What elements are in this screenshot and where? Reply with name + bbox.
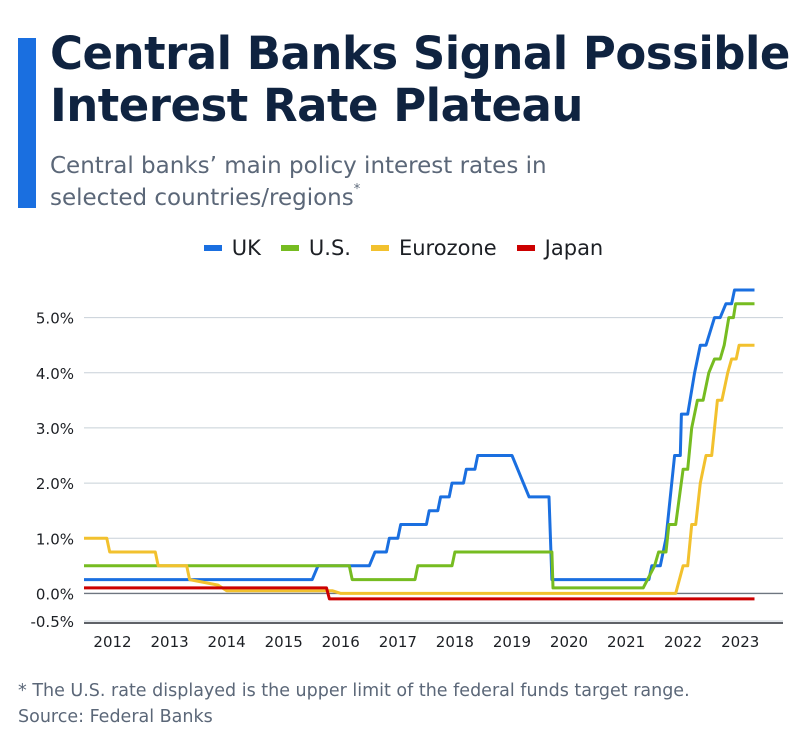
x-tick-label: 2014 (208, 633, 246, 651)
legend-item-eurozone: Eurozone (370, 236, 497, 260)
y-tick-label: 0.0% (36, 585, 74, 603)
legend-label-eurozone: Eurozone (398, 236, 497, 260)
x-tick-label: 2019 (493, 633, 531, 651)
y-tick-label: 4.0% (36, 365, 74, 383)
series-line-eurozone (84, 343, 755, 595)
title-accent-bar (18, 38, 36, 208)
line-chart: -0.5% 0.0% 1.0% 2.0% 3.0% 4.0% 5.0% 2012 2013 201… (30, 288, 783, 651)
chart-title: Central Banks Signal Possible Interest R… (50, 27, 790, 132)
x-tick-label: 2012 (93, 633, 131, 651)
x-tick-label: 2018 (436, 633, 474, 651)
subtitle-footnote-marker: * (353, 182, 361, 197)
chart-footnote: * The U.S. rate displayed is the upper l… (18, 678, 690, 730)
legend-swatch-eurozone (370, 245, 389, 251)
legend-label-japan: Japan (544, 236, 604, 260)
legend-swatch-japan (516, 245, 535, 251)
subtitle-text: Central banks’ main policy interest rate… (50, 153, 547, 211)
x-tick-label: 2023 (721, 633, 759, 651)
footnote-note: * The U.S. rate displayed is the upper l… (18, 681, 690, 701)
footnote-source: Source: Federal Banks (18, 707, 213, 727)
x-tick-label: 2015 (265, 633, 303, 651)
chart-subtitle: Central banks’ main policy interest rate… (50, 150, 650, 214)
series-line-us (84, 302, 755, 590)
y-tick-label: 2.0% (36, 475, 74, 493)
x-tick-label: 2021 (607, 633, 645, 651)
x-tick-label: 2017 (379, 633, 417, 651)
legend-item-uk: UK (203, 236, 261, 260)
chart-legend: UK U.S. Eurozone Japan (0, 236, 807, 260)
y-tick-label: 3.0% (36, 420, 74, 438)
series-line-uk (84, 288, 755, 582)
x-tick-label: 2020 (550, 633, 588, 651)
legend-swatch-uk (203, 245, 222, 251)
x-tick-label: 2013 (150, 633, 188, 651)
legend-item-us: U.S. (280, 236, 351, 260)
x-tick-label: 2016 (322, 633, 360, 651)
legend-label-us: U.S. (308, 236, 351, 260)
y-tick-label: 1.0% (36, 530, 74, 548)
y-tick-label: 5.0% (36, 310, 74, 328)
legend-swatch-us (280, 245, 299, 251)
x-tick-label: 2022 (664, 633, 702, 651)
y-tick-label: -0.5% (30, 613, 74, 631)
legend-item-japan: Japan (516, 236, 604, 260)
series-line-japan (84, 586, 755, 601)
legend-label-uk: UK (231, 236, 261, 260)
